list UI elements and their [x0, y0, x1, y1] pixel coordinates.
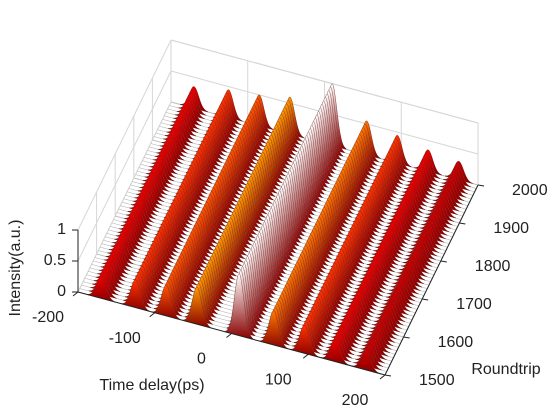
pulse: [87, 276, 115, 303]
y-tick: [384, 374, 392, 377]
x-tick: [379, 374, 386, 380]
x-tick-label: 200: [342, 392, 369, 409]
pulse: [121, 279, 150, 312]
x-axis-label: Time delay(ps): [99, 377, 204, 394]
box-edge: [170, 39, 479, 124]
z-axis-label: Intensity(a.u.): [7, 220, 24, 317]
z-tick-label: 0: [57, 283, 66, 300]
y-tick-label: 1700: [456, 296, 492, 313]
y-tick: [477, 184, 485, 187]
x-tick: [149, 312, 156, 318]
x-tick-label: -200: [32, 309, 64, 326]
y-tick: [403, 336, 410, 339]
pulse: [290, 325, 319, 358]
pulse: [152, 284, 181, 320]
z-tick-label: 0.5: [44, 252, 66, 269]
z-grid-line: [77, 101, 172, 293]
pulse: [321, 339, 350, 366]
y-tick-label: 1900: [493, 220, 529, 237]
x-tick: [72, 291, 79, 297]
x-tick: [302, 353, 309, 359]
x-tick: [226, 333, 232, 338]
z-grid-line: [77, 39, 172, 231]
y-tick-label: 1500: [419, 372, 455, 389]
y-tick-label: 1600: [438, 334, 474, 351]
y-tick-label: 2000: [512, 182, 548, 199]
pulse: [182, 286, 211, 329]
z-grid-line: [77, 70, 172, 262]
x-tick-label: 0: [197, 351, 206, 368]
pulse: [225, 273, 254, 340]
z-tick-label: 1: [57, 221, 66, 238]
pulse: [259, 310, 288, 349]
y-axis-label: Roundtrip: [471, 361, 540, 378]
y-axis: [384, 184, 479, 376]
y-tick: [459, 222, 466, 225]
x-tick-label: 100: [265, 371, 292, 388]
y-tick-label: 1800: [475, 258, 511, 275]
y-tick: [422, 298, 429, 301]
x-tick-label: -100: [109, 330, 141, 347]
y-tick: [440, 260, 447, 263]
